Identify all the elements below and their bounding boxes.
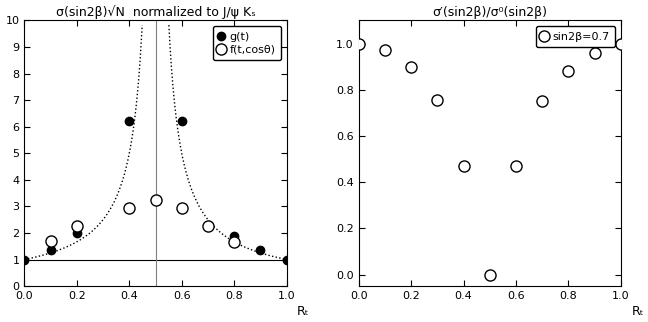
Text: Rₜ: Rₜ <box>297 305 310 318</box>
f(t,cosθ) <box>47 239 54 243</box>
f(t,cosθ) <box>178 206 185 210</box>
f(t,cosθ) <box>126 206 133 210</box>
Legend: g(t), f(t,cosθ): g(t), f(t,cosθ) <box>213 26 281 61</box>
g(t) <box>21 258 29 261</box>
f(t,cosθ) <box>73 224 81 228</box>
g(t) <box>178 119 185 123</box>
g(t) <box>257 248 264 252</box>
Line: f(t,cosθ): f(t,cosθ) <box>45 194 240 248</box>
Line: g(t): g(t) <box>20 117 291 264</box>
f(t,cosθ) <box>152 198 159 202</box>
Title: σ(sin2β)√N  normalized to J/ψ Kₛ: σ(sin2β)√N normalized to J/ψ Kₛ <box>56 5 255 19</box>
f(t,cosθ) <box>230 240 238 244</box>
g(t) <box>283 258 290 261</box>
Text: Rₜ: Rₜ <box>631 305 644 318</box>
g(t) <box>152 198 159 202</box>
g(t) <box>126 119 133 123</box>
g(t) <box>47 248 54 252</box>
g(t) <box>73 231 81 235</box>
g(t) <box>230 234 238 238</box>
f(t,cosθ) <box>204 224 212 228</box>
Legend: sin2β=0.7: sin2β=0.7 <box>536 26 615 47</box>
Title: σ′(sin2β)/σ⁰(sin2β): σ′(sin2β)/σ⁰(sin2β) <box>432 6 547 19</box>
